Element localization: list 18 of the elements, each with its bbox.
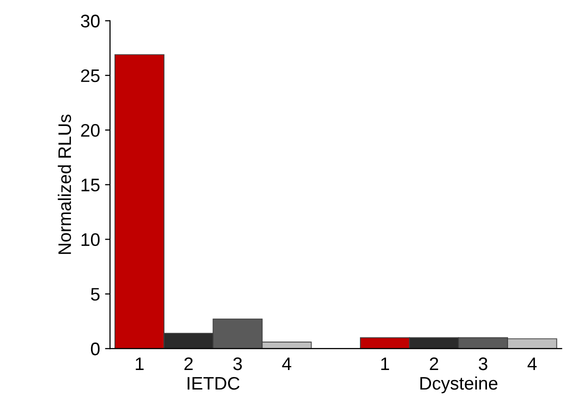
y-axis-title: Normalized RLUs: [58, 114, 72, 254]
x-tick-label: 4: [528, 358, 537, 370]
y-tick-label: 20: [81, 124, 100, 137]
x-tick-label: 3: [478, 357, 488, 370]
text: Dcysteine: [420, 376, 498, 394]
y-tick-label: 30: [80, 14, 100, 28]
x-tick-label: 1: [381, 358, 390, 370]
y-tick-label: 10: [82, 233, 100, 246]
y-tick-label: 5: [90, 288, 100, 301]
x-tick-label: 2: [430, 357, 438, 370]
y-tick-label: 25: [81, 69, 100, 82]
x-tick-label: 2: [184, 357, 193, 370]
x-tick-label: 4: [282, 358, 292, 370]
y-tick-label: 15: [82, 178, 100, 192]
y-tick-label: 0: [90, 342, 100, 356]
text: IETDC: [188, 376, 240, 390]
x-tick-label: 1: [136, 358, 144, 370]
x-tick-label: 3: [233, 357, 242, 370]
